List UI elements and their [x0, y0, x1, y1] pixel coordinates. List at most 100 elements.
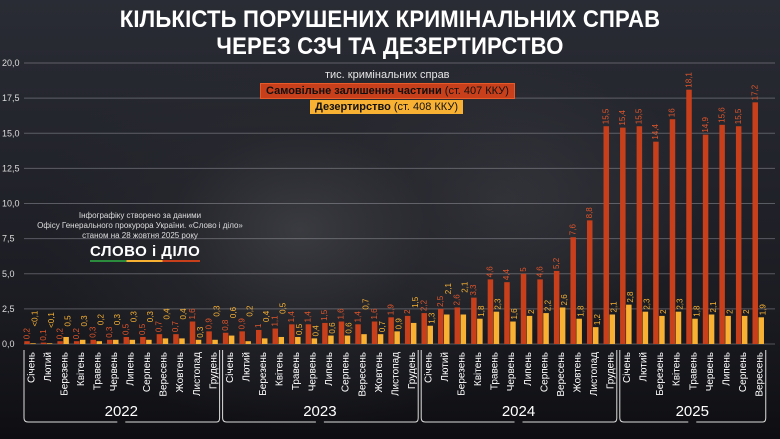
credit-line: станом на 28 жовтня 2025 року: [82, 231, 198, 240]
data-label: 8,8: [585, 207, 594, 219]
year-bracket: [222, 350, 419, 423]
data-label-group: 0,3: [212, 305, 221, 317]
bar-408: [212, 339, 218, 344]
data-label-group: 0,3: [113, 313, 122, 325]
month-label: Січень: [622, 352, 633, 383]
data-label: <0,1: [30, 310, 39, 326]
data-label-group: 1,6: [337, 308, 346, 320]
data-label: 0,3: [196, 326, 205, 338]
year-bracket: [420, 350, 618, 423]
data-label-group: 16: [668, 108, 677, 117]
data-label: 5,2: [552, 257, 561, 269]
bar-407: [371, 321, 378, 344]
data-label: 0,3: [146, 311, 155, 323]
data-label: 2,1: [610, 301, 619, 313]
year-label: 2024: [502, 403, 535, 420]
data-label: 1,6: [337, 308, 346, 320]
bar-407: [636, 126, 643, 344]
bar-407: [222, 332, 229, 344]
data-label: 0,2: [96, 313, 105, 325]
data-label: 1,9: [758, 304, 767, 316]
data-label: 0,7: [171, 320, 180, 332]
bar-407: [173, 334, 179, 344]
data-label-group: 0,2: [245, 305, 254, 317]
bar-407: [338, 321, 345, 344]
title-line-1: КІЛЬКІСТЬ ПОРУШЕНИХ КРИМІНАЛЬНИХ СПРАВ: [119, 6, 661, 33]
data-label: 1,4: [287, 311, 296, 323]
data-label-group: 2,1: [610, 301, 619, 313]
data-label-group: 5,2: [552, 257, 561, 269]
data-label: 0,2: [245, 305, 254, 317]
bar-407: [669, 119, 676, 344]
data-label-group: 15,5: [734, 108, 743, 124]
month-label: Лютий: [440, 352, 451, 382]
month-label: Вересень: [357, 352, 368, 397]
month-label: Січень: [225, 352, 236, 383]
bar-408: [377, 334, 384, 344]
data-label: 0,3: [212, 305, 221, 317]
month-label: Липень: [126, 352, 137, 386]
y-tick-label: 17,5: [2, 93, 20, 103]
bar-407: [570, 237, 576, 344]
bar-407: [735, 126, 742, 344]
bar-408: [626, 304, 632, 344]
data-label-group: 1,1: [271, 315, 280, 327]
data-label: 1,6: [370, 308, 379, 320]
data-label: 1,4: [353, 311, 362, 323]
bar-408: [592, 327, 599, 344]
data-label: 1,5: [411, 296, 420, 308]
data-label: 2: [742, 309, 751, 314]
data-label: 2,6: [453, 294, 462, 306]
data-label: 0,2: [22, 328, 31, 340]
month-label: Листопад: [390, 352, 401, 396]
data-label: 0,3: [130, 311, 139, 323]
bar-408: [228, 335, 235, 344]
data-label: 2: [659, 309, 668, 314]
bar-408: [576, 318, 582, 344]
data-label: 1,4: [304, 311, 313, 323]
data-label-group: 2,5: [436, 295, 445, 307]
data-label-group: 0,7: [155, 320, 164, 332]
year-bracket: [23, 350, 221, 423]
source-credit: Інфографіку створено за даними Офісу Ген…: [30, 211, 250, 241]
bar-408: [741, 315, 748, 344]
bar-407: [107, 339, 113, 344]
data-label-group: 0,6: [328, 322, 337, 334]
data-label: 1,5: [320, 309, 329, 321]
bar-407: [140, 336, 146, 344]
credit-line: Інфографіку створено за даними: [78, 211, 202, 220]
bar-407: [454, 307, 461, 344]
month-label: Жовтень: [572, 352, 583, 393]
bar-407: [520, 273, 527, 344]
data-label-group: 0,5: [63, 315, 72, 327]
data-label: 0,7: [361, 298, 370, 310]
bar-407: [504, 282, 510, 344]
bar-408: [460, 314, 467, 344]
month-label: Березень: [457, 352, 468, 396]
data-label-group: 0,7: [361, 298, 370, 310]
data-label: 0,4: [312, 325, 321, 337]
bar-407: [404, 315, 411, 344]
bar-408: [543, 313, 549, 344]
legend-label: Самовільне залишення частини: [266, 85, 442, 97]
data-label-group: 0,3: [88, 326, 97, 338]
bar-407: [123, 336, 130, 344]
data-label-group: 2,3: [643, 298, 652, 310]
month-label: Жовтень: [175, 352, 186, 393]
bar-408: [30, 343, 36, 344]
month-label: Серпень: [341, 352, 352, 392]
data-label-group: 0,4: [262, 310, 271, 322]
data-label: 0,9: [204, 318, 213, 330]
month-label: Вересень: [556, 352, 567, 397]
y-tick-label: 20,0: [2, 58, 20, 68]
data-label-group: 0,5: [122, 323, 131, 335]
y-tick-label: 15,0: [2, 128, 20, 138]
data-label: 0,5: [295, 323, 304, 335]
chart-title: КІЛЬКІСТЬ ПОРУШЕНИХ КРИМІНАЛЬНИХ СПРАВ Ч…: [31, 6, 749, 60]
data-label-group: 1: [254, 323, 263, 328]
data-label: 2,3: [676, 298, 685, 310]
data-label-group: 0,6: [345, 322, 354, 334]
data-label: 2,8: [626, 291, 635, 303]
bar-408: [642, 311, 649, 344]
bar-407: [471, 297, 477, 344]
